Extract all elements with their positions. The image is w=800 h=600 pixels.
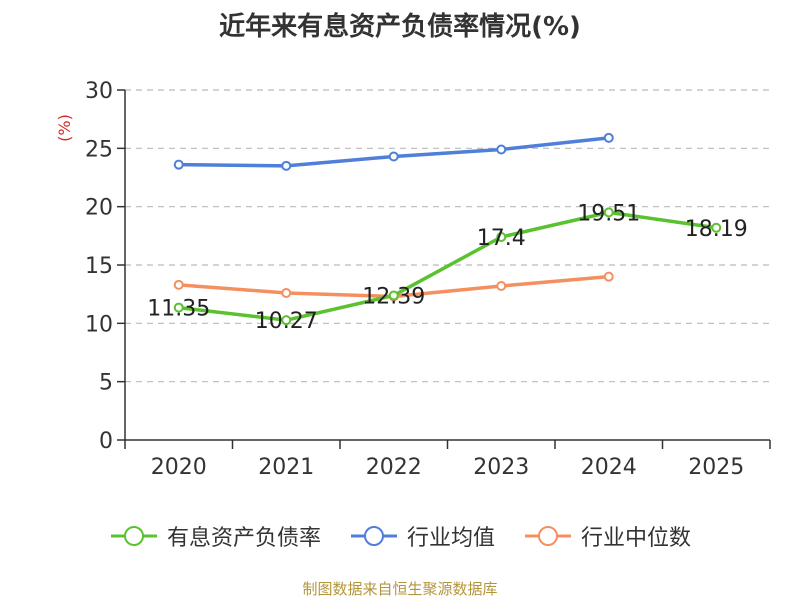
series-line-0 xyxy=(178,210,717,322)
data-point xyxy=(603,271,614,282)
y-tick-label: 20 xyxy=(85,196,113,221)
y-tick-label: 5 xyxy=(99,371,113,396)
legend: 有息资产负债率 行业均值 行业中位数 xyxy=(0,520,800,552)
legend-marker-icon xyxy=(525,526,571,546)
x-tick-label: 2022 xyxy=(366,455,422,480)
data-label: 10.27 xyxy=(255,309,318,334)
source-footer: 制图数据来自恒生聚源数据库 xyxy=(302,580,498,598)
legend-marker-icon xyxy=(350,526,397,546)
x-tick-label: 2023 xyxy=(473,455,529,480)
legend-label: 行业中位数 xyxy=(581,526,692,551)
data-point xyxy=(281,160,292,171)
data-point xyxy=(388,290,399,301)
x-tick-label: 2021 xyxy=(258,455,314,480)
data-label: 11.35 xyxy=(147,297,210,322)
x-tick-label: 2025 xyxy=(688,455,744,480)
data-point xyxy=(496,144,507,155)
data-label: 17.4 xyxy=(477,226,526,251)
data-label: 12.39 xyxy=(362,284,425,309)
legend-item-series-0[interactable]: 有息资产负债率 xyxy=(109,520,321,552)
data-point xyxy=(496,232,507,242)
legend-marker-icon xyxy=(110,526,157,546)
y-axis-label: (%) xyxy=(55,114,74,142)
legend-item-series-1[interactable]: 行业均值 xyxy=(349,520,495,552)
y-tick-label: 10 xyxy=(85,312,113,337)
legend-label: 行业均值 xyxy=(406,526,495,551)
data-point xyxy=(388,151,399,162)
data-point xyxy=(281,288,292,298)
x-tick-label: 2024 xyxy=(581,455,637,480)
y-tick-label: 15 xyxy=(85,254,113,279)
data-point xyxy=(281,315,292,326)
y-tick-label: 25 xyxy=(85,137,113,162)
data-point xyxy=(173,159,184,170)
data-point xyxy=(603,132,614,143)
data-point xyxy=(173,279,184,290)
data-point xyxy=(496,281,507,291)
data-point xyxy=(173,302,184,313)
data-point xyxy=(711,222,722,233)
x-tick-label: 2020 xyxy=(151,455,207,480)
data-point xyxy=(603,207,614,218)
legend-label: 有息资产负债率 xyxy=(166,526,321,551)
legend-item-series-2[interactable]: 行业中位数 xyxy=(523,520,691,552)
y-tick-label: 0 xyxy=(99,429,113,454)
y-tick-label: 30 xyxy=(85,79,113,104)
data-label: 19.51 xyxy=(577,201,640,226)
chart-title: 近年来有息资产负债率情况(%) xyxy=(219,12,581,42)
data-label: 18.19 xyxy=(685,217,748,242)
